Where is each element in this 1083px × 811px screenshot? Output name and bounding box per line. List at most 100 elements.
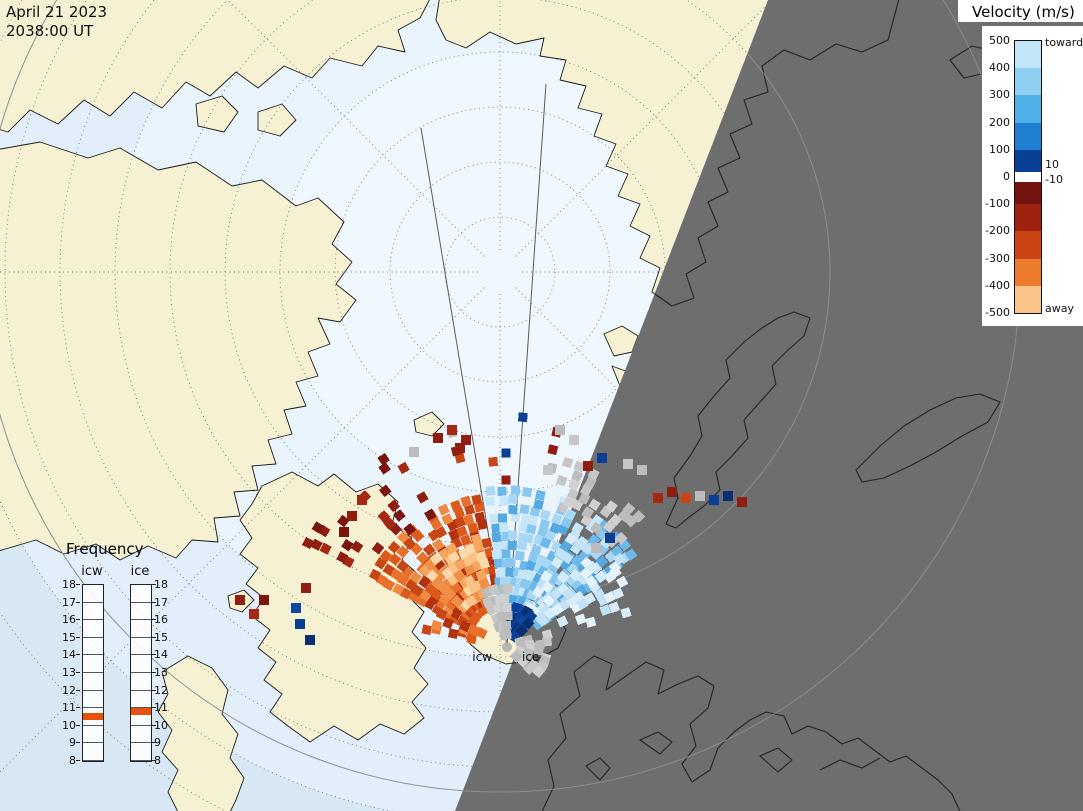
radar-cell-far (301, 583, 311, 593)
radar-cell (501, 448, 511, 458)
landmass-arctic-archipelago (0, 0, 433, 133)
radar-cell (575, 613, 587, 626)
latitude-circle (59, 0, 768, 713)
radar-cell (421, 624, 433, 636)
frequency-tick-mark (152, 724, 156, 726)
radar-cell (497, 486, 507, 496)
colorbar-segment (1015, 231, 1041, 259)
radar-cell (561, 587, 575, 601)
radar-cell (536, 614, 550, 627)
radar-cell-far (455, 443, 465, 453)
colorbar-tick-label: -200 (985, 224, 1010, 238)
radar-cell (585, 560, 599, 574)
radar-cell (311, 521, 325, 534)
radar-cell (521, 616, 535, 630)
colorbar-gradient-bar (1014, 40, 1042, 314)
radar-cell (502, 629, 512, 640)
radar-cell (622, 502, 636, 516)
radar-cell (573, 460, 586, 473)
radar-cell (523, 533, 534, 544)
radar-cell (542, 636, 553, 647)
frequency-tick-label: 14 (62, 648, 76, 662)
radar-cell (603, 520, 616, 534)
radar-cell (603, 591, 616, 604)
frequency-tick-mark (152, 672, 156, 673)
radar-cell (429, 552, 443, 566)
colorbar-segment (1015, 68, 1041, 96)
radar-cell (508, 504, 518, 515)
frequency-tick-label: 8 (69, 754, 76, 767)
colorbar-tick-label: -100 (985, 197, 1010, 211)
colorbar-segment (1015, 204, 1041, 232)
islet (413, 411, 445, 437)
radar-cell (605, 500, 618, 513)
radar-cell (485, 485, 496, 496)
radar-cell (388, 553, 402, 566)
radar-site: icw ice (472, 642, 539, 664)
radar-cell (533, 645, 544, 656)
colorbar-tick-label: away (1045, 302, 1074, 315)
frequency-active-band (131, 708, 151, 716)
colorbar-segment (1015, 95, 1041, 123)
radar-cell (584, 575, 598, 588)
frequency-tick-label: 15 (62, 630, 76, 644)
frequency-cell (83, 726, 103, 744)
frequency-tick-mark (76, 672, 80, 673)
radar-cell (336, 551, 349, 564)
radar-cell (378, 484, 392, 498)
radar-cell (584, 476, 597, 489)
radar-cell (540, 570, 553, 583)
frequency-tick-mark (76, 742, 80, 744)
radar-cell (534, 489, 546, 501)
radar-cell (378, 462, 391, 475)
landmass-greenland (0, 141, 357, 561)
radar-cell (571, 499, 584, 512)
colorbar-tick-label: -400 (985, 278, 1010, 292)
radar-cell-far (347, 511, 357, 521)
radar-cell (506, 557, 516, 568)
radar-cell (564, 508, 577, 521)
radar-cell (564, 532, 578, 546)
radar-cell (594, 570, 608, 584)
radar-cell (341, 538, 354, 552)
radar-cell (467, 624, 480, 637)
radar-cell (608, 601, 620, 614)
radar-cell (599, 604, 612, 616)
radar-cell (383, 517, 396, 531)
radar-cell (396, 545, 410, 559)
radar-cell (463, 514, 475, 526)
radar-cell (377, 452, 390, 466)
radar-cell-far (357, 495, 367, 505)
radar-cell (510, 650, 524, 664)
radar-cell (550, 556, 564, 569)
night-coast-novaya-zemlya (665, 311, 811, 529)
radar-cell (350, 540, 364, 554)
frequency-active-band (83, 712, 103, 720)
night-island (585, 757, 611, 781)
radar-cell (551, 513, 563, 526)
radar-cell (464, 504, 476, 516)
radar-cell (563, 496, 575, 509)
frequency-tick-mark (152, 584, 156, 585)
radar-cell (561, 551, 574, 565)
frequency-tick-mark (152, 760, 156, 761)
radar-cell (620, 607, 632, 619)
radar-cell (438, 547, 451, 561)
radar-cell (453, 569, 466, 582)
frequency-cell (131, 603, 151, 621)
night-coast-scandinavia (539, 655, 963, 811)
radar-cell (390, 568, 403, 581)
frequency-cell (83, 655, 103, 673)
radar-cell (492, 540, 503, 551)
radar-cell-far (623, 459, 633, 469)
frequency-tick-mark (152, 707, 156, 709)
colorbar-tick-label: 0 (1003, 170, 1010, 183)
radar-cell (441, 513, 454, 526)
frequency-tick-label: 17 (154, 595, 168, 609)
frequency-tick-label: 13 (154, 666, 168, 679)
radar-cell (431, 577, 444, 590)
radar-cell (544, 529, 557, 542)
radar-cell (488, 584, 500, 596)
radar-cell (437, 503, 450, 516)
